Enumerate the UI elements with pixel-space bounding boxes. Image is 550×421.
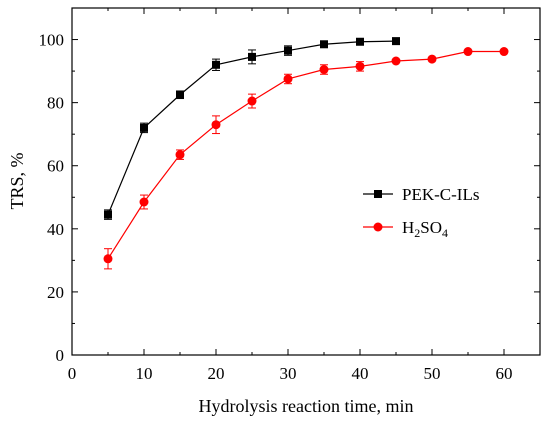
x-tick-label: 20 (208, 364, 225, 383)
y-tick-label: 40 (47, 220, 64, 239)
data-point (176, 90, 184, 99)
series-line (107, 50, 504, 260)
x-tick-label: 60 (496, 364, 513, 383)
x-tick-label: 50 (424, 364, 441, 383)
legend-marker-pek (374, 190, 382, 198)
y-axis-label: TRS, % (7, 152, 27, 209)
y-tick-label: 100 (39, 31, 65, 50)
data-point (355, 61, 365, 71)
data-point (139, 197, 149, 207)
legend-label-pek: PEK-C-ILs (402, 185, 479, 204)
data-point (247, 96, 257, 106)
data-point (284, 46, 292, 55)
data-point (319, 65, 329, 75)
y-tick-label: 20 (47, 283, 64, 302)
data-point (427, 54, 437, 64)
data-point (211, 120, 221, 130)
data-point (499, 47, 509, 57)
x-tick-label: 40 (352, 364, 369, 383)
data-point (283, 74, 293, 84)
data-point (248, 52, 256, 61)
legend: PEK-C-ILs H2SO4 (363, 185, 479, 240)
y-tick-label: 0 (56, 346, 65, 365)
data-point (391, 56, 401, 66)
data-point (356, 37, 364, 46)
y-tick-label: 80 (47, 94, 64, 113)
data-point (104, 210, 112, 219)
data-point (212, 60, 220, 69)
series-h2so4 (103, 47, 509, 270)
x-tick-label: 0 (68, 364, 77, 383)
data-point (103, 254, 113, 264)
legend-label-h2so4: H2SO4 (402, 218, 448, 240)
series-layer (103, 37, 509, 270)
plot-frame (71, 7, 541, 356)
series-pek-c-ils (104, 37, 400, 220)
x-tick-label: 30 (280, 364, 297, 383)
data-point (463, 47, 473, 57)
data-point (392, 37, 400, 46)
x-axis-label: Hydrolysis reaction time, min (199, 396, 414, 416)
data-point (320, 40, 328, 49)
y-tick-label: 60 (47, 157, 64, 176)
data-point (175, 150, 185, 160)
x-tick-label: 10 (136, 364, 153, 383)
data-point (140, 123, 148, 132)
axis-ticks: 0 10 20 30 40 50 60 0 20 40 60 80 100 (39, 8, 540, 383)
legend-marker-h2so4 (373, 222, 383, 232)
